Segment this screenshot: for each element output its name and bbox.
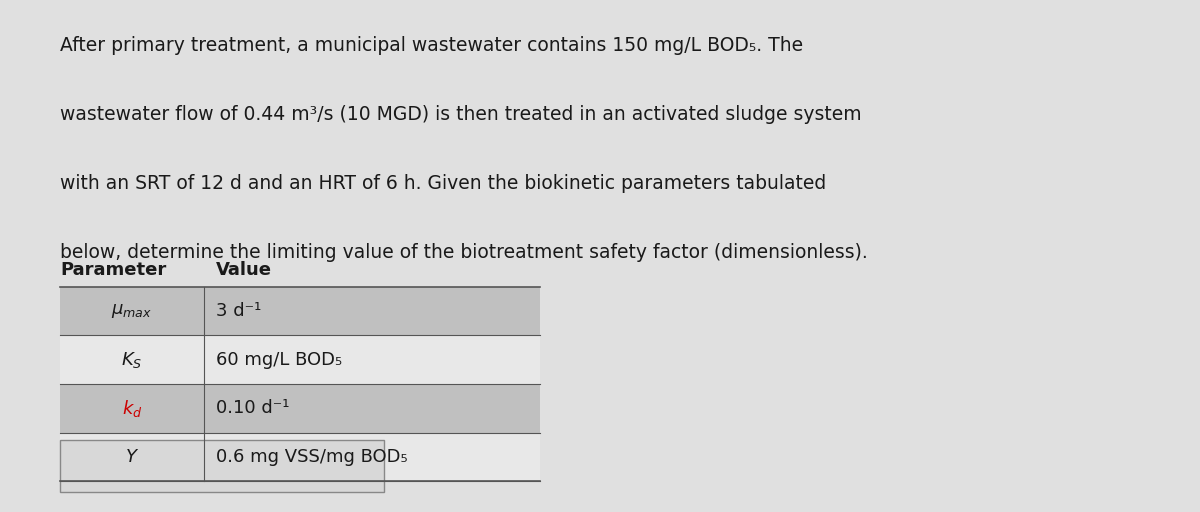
Text: 3 d⁻¹: 3 d⁻¹ bbox=[216, 302, 262, 320]
FancyBboxPatch shape bbox=[60, 287, 540, 335]
FancyBboxPatch shape bbox=[60, 335, 540, 384]
Text: After primary treatment, a municipal wastewater contains 150 mg/L BOD₅. The: After primary treatment, a municipal was… bbox=[60, 36, 803, 55]
Text: Parameter: Parameter bbox=[60, 262, 167, 280]
Text: with an SRT of 12 d and an HRT of 6 h. Given the biokinetic parameters tabulated: with an SRT of 12 d and an HRT of 6 h. G… bbox=[60, 174, 827, 193]
Text: $\mu_{max}$: $\mu_{max}$ bbox=[112, 302, 152, 320]
Text: $k_d$: $k_d$ bbox=[121, 398, 143, 419]
Text: $Y$: $Y$ bbox=[125, 448, 139, 466]
FancyBboxPatch shape bbox=[60, 433, 540, 481]
Text: 0.6 mg VSS/mg BOD₅: 0.6 mg VSS/mg BOD₅ bbox=[216, 448, 408, 466]
FancyBboxPatch shape bbox=[60, 440, 384, 492]
Text: 60 mg/L BOD₅: 60 mg/L BOD₅ bbox=[216, 351, 342, 369]
Text: Value: Value bbox=[216, 262, 272, 280]
Text: 0.10 d⁻¹: 0.10 d⁻¹ bbox=[216, 399, 289, 417]
Text: $K_S$: $K_S$ bbox=[121, 350, 143, 370]
FancyBboxPatch shape bbox=[60, 384, 540, 433]
Text: below, determine the limiting value of the biotreatment safety factor (dimension: below, determine the limiting value of t… bbox=[60, 243, 868, 262]
Text: wastewater flow of 0.44 m³/s (10 MGD) is then treated in an activated sludge sys: wastewater flow of 0.44 m³/s (10 MGD) is… bbox=[60, 105, 862, 124]
